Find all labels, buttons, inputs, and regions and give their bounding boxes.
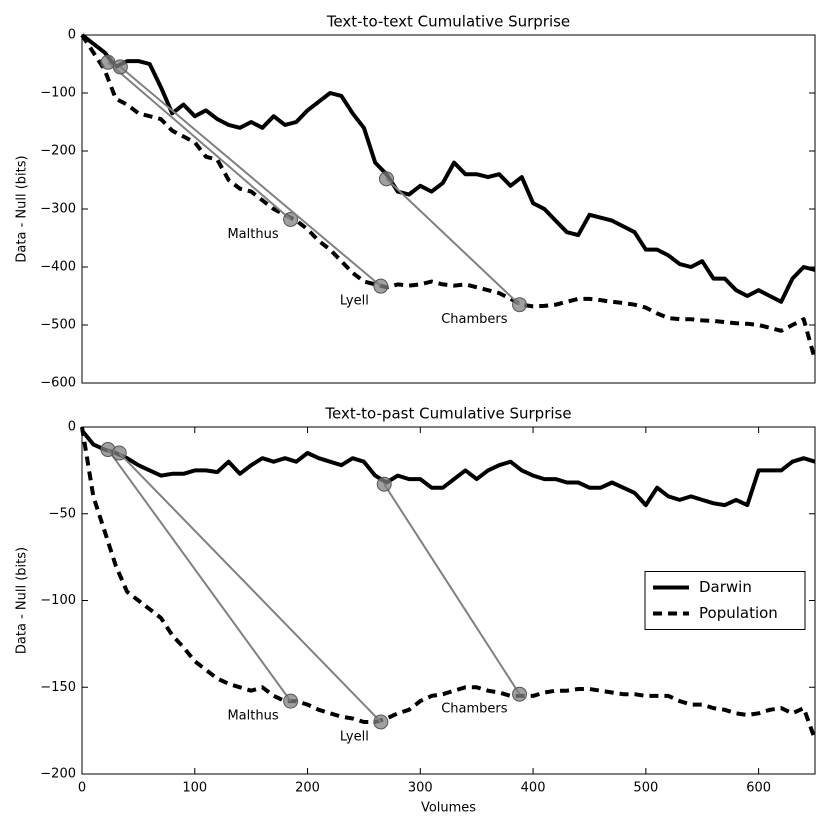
annotation-label: Malthus — [227, 227, 278, 242]
series-line — [80, 426, 817, 740]
marker — [112, 59, 128, 75]
x-tick-label: 600 — [746, 781, 771, 796]
x-tick-label: 500 — [633, 781, 658, 796]
y-tick-label: −150 — [40, 680, 76, 695]
legend-box — [644, 571, 806, 630]
marker — [378, 171, 394, 187]
legend-label: Population — [699, 604, 778, 622]
marker — [100, 54, 116, 70]
y-axis-label: Data - Null (bits) — [15, 155, 30, 262]
annotation-label: Lyell — [340, 294, 369, 309]
marker — [512, 297, 528, 313]
connector — [383, 483, 521, 695]
plot-frame — [81, 34, 816, 384]
annotation-label: Lyell — [340, 729, 369, 744]
connector — [385, 178, 521, 306]
x-tick-label: 400 — [521, 781, 546, 796]
legend-label: Darwin — [699, 578, 752, 596]
marker — [111, 445, 127, 461]
marker — [373, 714, 389, 730]
chart-title: Text-to-past Cumulative Surprise — [324, 405, 571, 423]
y-tick-label: −200 — [40, 144, 76, 159]
marker — [283, 211, 299, 227]
y-tick-label: 0 — [68, 28, 76, 43]
marker — [376, 476, 392, 492]
y-tick-label: −100 — [40, 593, 76, 608]
y-tick-label: −400 — [40, 260, 76, 275]
x-tick-label: 100 — [182, 781, 207, 796]
y-axis-label: Data - Null (bits) — [15, 547, 30, 654]
connector — [107, 61, 292, 221]
annotation-label: Chambers — [441, 702, 508, 717]
y-tick-label: −200 — [40, 767, 76, 782]
series-line — [80, 429, 816, 508]
x-tick-label: 300 — [408, 781, 433, 796]
marker — [512, 686, 528, 702]
y-tick-label: −100 — [40, 86, 76, 101]
series-line — [80, 33, 817, 361]
marker — [373, 278, 389, 294]
y-tick-label: 0 — [68, 420, 76, 435]
connector — [119, 66, 382, 287]
x-axis-label: Volumes — [421, 801, 476, 816]
connector — [107, 448, 292, 702]
annotation-label: Chambers — [441, 312, 508, 327]
y-tick-label: −300 — [40, 202, 76, 217]
annotation-label: Malthus — [227, 709, 278, 724]
plot-frame — [81, 426, 816, 775]
chart-title: Text-to-text Cumulative Surprise — [326, 13, 570, 31]
y-tick-label: −600 — [40, 376, 76, 391]
x-tick-label: 0 — [78, 781, 86, 796]
x-tick-label: 200 — [295, 781, 320, 796]
y-tick-label: −50 — [49, 506, 76, 521]
connector — [118, 452, 382, 723]
y-tick-label: −500 — [40, 318, 76, 333]
series-line — [80, 33, 816, 304]
marker — [283, 693, 299, 709]
